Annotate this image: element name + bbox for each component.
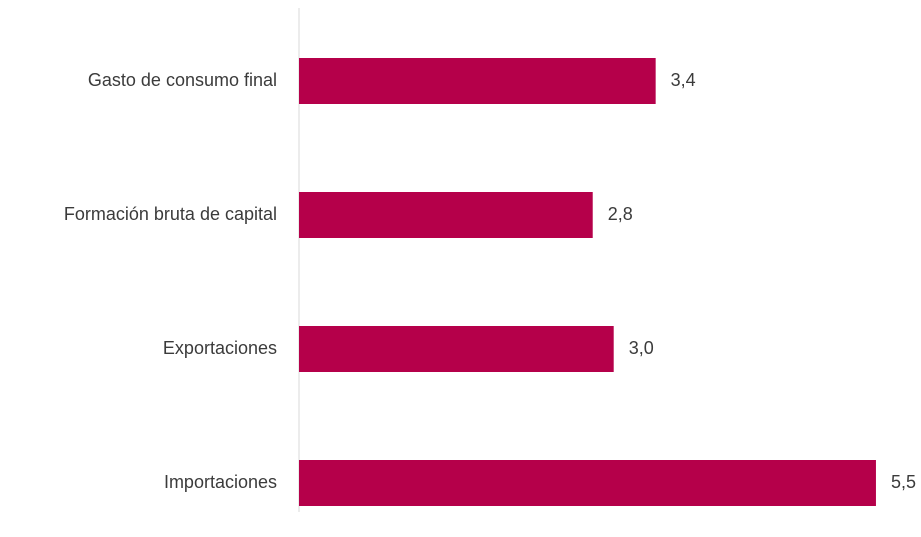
value-label: 2,8 [608, 204, 633, 224]
category-label: Gasto de consumo final [88, 70, 277, 90]
bar-2 [299, 326, 614, 372]
bar-3 [299, 460, 876, 506]
category-label: Importaciones [164, 472, 277, 492]
bars-group [299, 58, 876, 506]
category-label: Formación bruta de capital [64, 204, 277, 224]
bar-1 [299, 192, 593, 238]
category-label: Exportaciones [163, 338, 277, 358]
value-label: 3,0 [629, 338, 654, 358]
labels-group: Gasto de consumo final 3,4 Formación bruta… [64, 70, 916, 492]
value-label: 3,4 [671, 70, 696, 90]
value-label: 5,5 [891, 472, 916, 492]
bar-0 [299, 58, 656, 104]
